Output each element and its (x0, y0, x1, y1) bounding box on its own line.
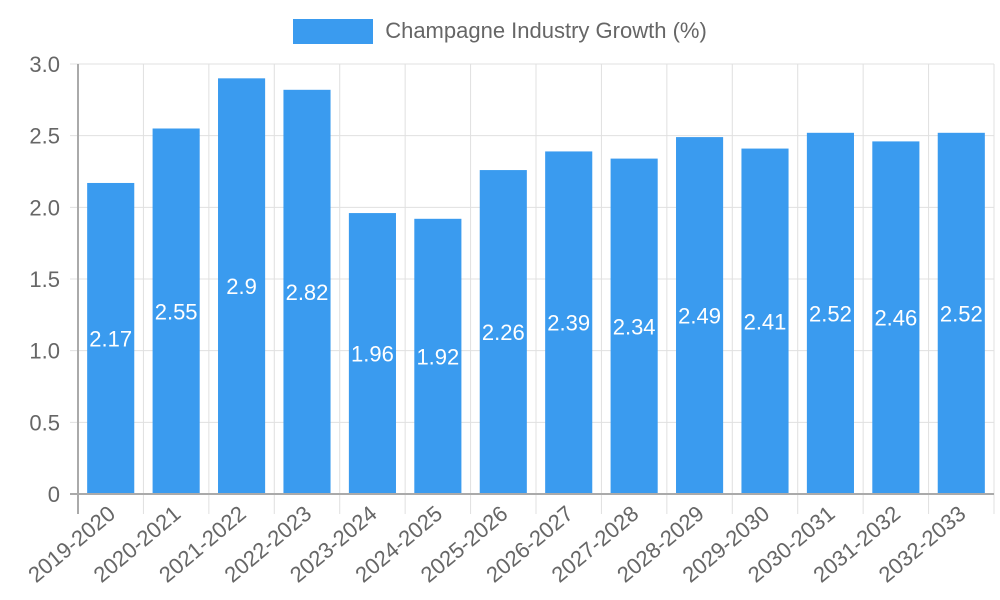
bar-value-label: 2.52 (940, 301, 983, 326)
bar-value-label: 2.41 (744, 309, 787, 334)
bar-value-label: 2.49 (678, 304, 721, 329)
axes (70, 64, 994, 514)
y-tick-label: 2.5 (29, 124, 60, 149)
bar-value-label: 2.46 (874, 306, 917, 331)
value-labels: 2.17 2.55 2.9 2.82 1.96 1.92 2.26 2.39 2.34 2.49 2… (89, 274, 982, 369)
y-tick-label: 2.0 (29, 195, 60, 220)
y-tick-label: 0 (48, 482, 60, 507)
bar-value-label: 2.17 (89, 326, 132, 351)
chart-legend[interactable]: Champagne Industry Growth (%) (0, 18, 1000, 44)
bar-value-label: 2.34 (613, 314, 656, 339)
bar (872, 141, 920, 494)
bar (806, 132, 854, 495)
y-axis-ticks: 0 0.5 1.0 1.5 2.0 2.5 3.0 (29, 52, 60, 507)
bar (152, 128, 200, 494)
legend-label: Champagne Industry Growth (%) (385, 18, 707, 43)
legend-swatch (293, 18, 374, 44)
bar-value-label: 2.52 (809, 301, 852, 326)
bar (610, 158, 658, 494)
y-tick-label: 3.0 (29, 52, 60, 77)
bar (937, 132, 985, 495)
bar (218, 78, 266, 494)
y-tick-label: 1.0 (29, 339, 60, 364)
bar-value-label: 2.9 (226, 274, 257, 299)
bar (87, 182, 135, 494)
bar (348, 213, 396, 495)
bar (479, 170, 527, 495)
y-tick-label: 1.5 (29, 267, 60, 292)
grid-lines (70, 63, 995, 514)
bar (283, 89, 331, 495)
bar-value-label: 1.92 (416, 344, 459, 369)
bar (414, 218, 462, 495)
y-tick-label: 0.5 (29, 410, 60, 435)
bars (87, 78, 985, 495)
bar-value-label: 2.55 (155, 299, 198, 324)
bar (545, 151, 593, 494)
bar-value-label: 2.39 (547, 311, 590, 336)
bar (741, 148, 789, 495)
bar-value-label: 2.26 (482, 320, 525, 345)
bar-value-label: 1.96 (351, 342, 394, 367)
bar (676, 137, 724, 494)
x-axis-ticks: 2019-20202020-20212021-20222022-20232023… (23, 501, 970, 588)
bar-value-label: 2.82 (286, 280, 329, 305)
